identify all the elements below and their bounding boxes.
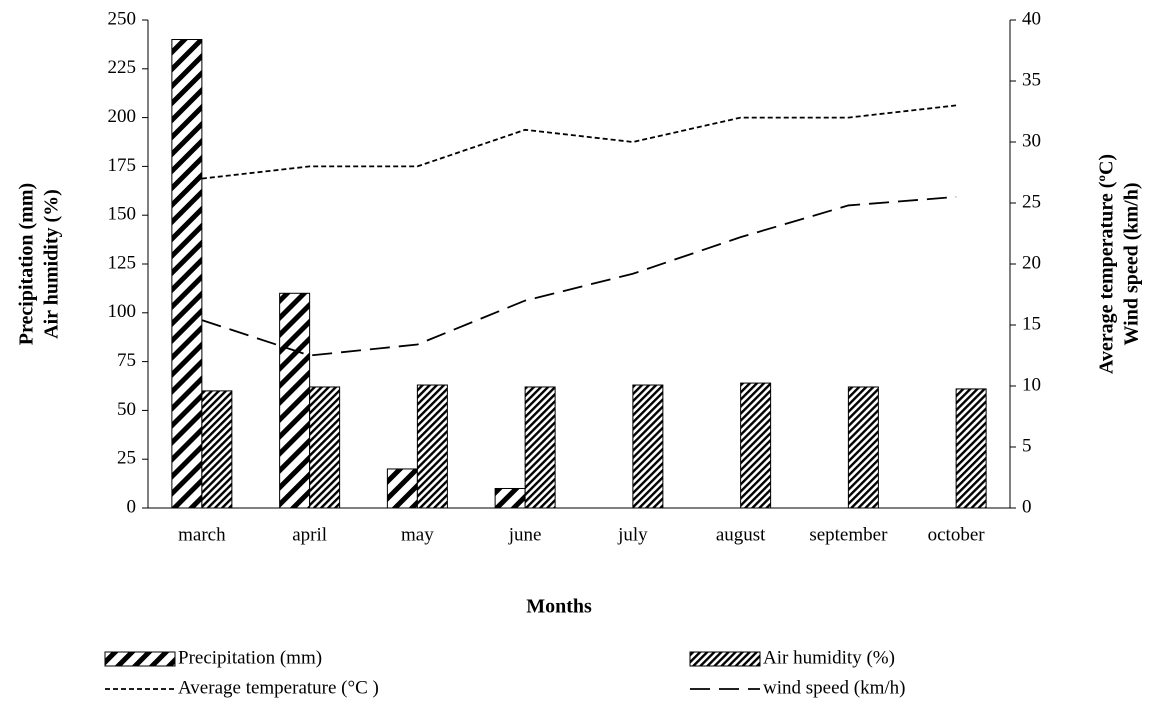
legend-swatch xyxy=(104,651,176,667)
y2-tick-label: 5 xyxy=(1022,435,1032,456)
bar xyxy=(309,386,341,509)
y-axis-title: Air humidity (%) xyxy=(41,189,63,339)
y-tick-label: 50 xyxy=(117,399,136,420)
y-tick-label: 0 xyxy=(127,496,137,517)
x-tick-label: september xyxy=(809,524,888,545)
bar xyxy=(386,468,418,509)
legend-label: Air humidity (%) xyxy=(763,647,895,668)
y2-axis-title: Average temperature (ºC) xyxy=(1096,154,1118,374)
bar xyxy=(494,487,526,509)
y2-tick-label: 35 xyxy=(1022,69,1041,90)
y2-tick-label: 40 xyxy=(1022,8,1041,29)
legend-label: Precipitation (mm) xyxy=(178,647,322,668)
bar xyxy=(171,39,203,509)
bar xyxy=(740,382,772,509)
y-axis-title: Precipitation (mm) xyxy=(16,183,38,345)
y-tick-label: 225 xyxy=(108,57,137,78)
y-tick-label: 75 xyxy=(117,350,136,371)
y2-tick-label: 30 xyxy=(1022,130,1041,151)
legend-label: wind speed (km/h) xyxy=(763,677,905,698)
x-tick-label: march xyxy=(178,524,226,545)
x-tick-label: october xyxy=(928,524,986,545)
x-tick-label: july xyxy=(617,524,648,545)
bar xyxy=(524,386,556,509)
y2-tick-label: 10 xyxy=(1022,374,1041,395)
y-tick-label: 175 xyxy=(108,155,137,176)
bar xyxy=(201,390,233,509)
legend-swatch xyxy=(689,651,761,667)
y-tick-label: 250 xyxy=(108,8,137,29)
x-tick-label: august xyxy=(716,524,766,545)
y-tick-label: 150 xyxy=(108,204,137,225)
y2-tick-label: 25 xyxy=(1022,191,1041,212)
legend-label: Average temperature (°C ) xyxy=(178,677,379,698)
y2-tick-label: 20 xyxy=(1022,252,1041,273)
bar xyxy=(279,292,311,509)
x-tick-label: may xyxy=(401,524,434,545)
y-tick-label: 100 xyxy=(108,301,137,322)
x-axis-title: Months xyxy=(526,596,592,618)
y-tick-label: 25 xyxy=(117,448,136,469)
y-tick-label: 200 xyxy=(108,106,137,127)
bar xyxy=(847,386,879,509)
y-tick-label: 125 xyxy=(108,252,137,273)
line xyxy=(201,196,957,357)
x-tick-label: june xyxy=(508,524,542,545)
y2-tick-label: 0 xyxy=(1022,496,1032,517)
bar xyxy=(632,384,664,509)
y2-tick-label: 15 xyxy=(1022,313,1041,334)
x-tick-label: april xyxy=(292,524,327,545)
bar xyxy=(416,384,448,509)
y2-axis-title: Wind speed (km/h) xyxy=(1121,182,1143,345)
bar xyxy=(955,388,987,509)
line xyxy=(201,104,957,180)
